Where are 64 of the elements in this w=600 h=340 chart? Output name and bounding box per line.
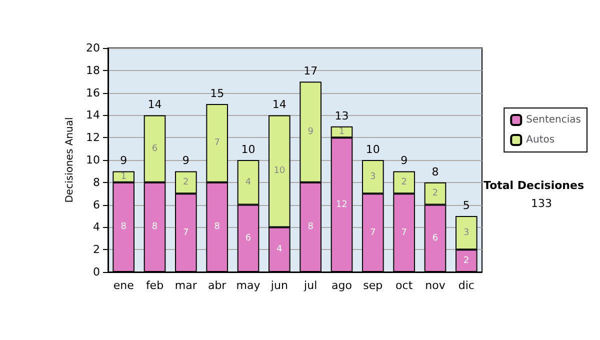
y-tick-label: 4 — [93, 220, 100, 234]
total-label: 10 — [241, 143, 256, 156]
data-label: 1 — [338, 127, 345, 137]
x-tick-label: ago — [332, 279, 352, 292]
data-label: 10 — [274, 166, 286, 176]
total-label: 10 — [366, 143, 380, 156]
data-label: 4 — [276, 244, 283, 255]
data-label: 8 — [308, 222, 314, 232]
data-label: 2 — [432, 188, 438, 199]
total-label: 17 — [304, 64, 318, 78]
data-label: 2 — [401, 177, 407, 188]
total-label: 13 — [334, 109, 349, 122]
y-axis-title: Decisiones Anual — [64, 117, 76, 203]
legend-label: Sentencias — [526, 114, 582, 126]
data-label: 7 — [401, 228, 407, 238]
y-tick-label: 6 — [93, 198, 100, 212]
data-label: 9 — [308, 127, 314, 137]
data-label: 7 — [370, 228, 376, 238]
data-label: 6 — [245, 233, 252, 244]
total-label: 9 — [182, 154, 190, 168]
x-tick-label: feb — [146, 279, 164, 292]
total-label: 14 — [148, 98, 162, 112]
x-tick-label: may — [236, 279, 261, 292]
total-label: 8 — [432, 165, 439, 178]
data-label: 7 — [214, 138, 220, 148]
data-label: 4 — [245, 177, 252, 188]
data-label: 3 — [464, 228, 470, 238]
text: 133 — [531, 197, 552, 210]
data-label: 8 — [120, 222, 127, 232]
data-label: 7 — [183, 228, 189, 238]
x-tick-label: jul — [303, 279, 318, 292]
total-label: 14 — [272, 98, 286, 112]
y-tick-label: 0 — [93, 266, 100, 278]
data-label: 6 — [152, 144, 158, 154]
y-tick-label: 12 — [86, 131, 100, 144]
x-tick-label: mar — [174, 279, 198, 292]
total-label: 9 — [400, 154, 408, 168]
y-tick-label: 18 — [86, 64, 100, 77]
text: Total Decisiones — [484, 179, 584, 192]
data-label: 8 — [152, 222, 158, 232]
y-tick-label: 14 — [86, 108, 100, 122]
data-label: 2 — [464, 256, 470, 266]
data-label: 6 — [432, 233, 438, 244]
total-label: 5 — [462, 199, 470, 212]
data-label: 3 — [370, 172, 376, 182]
total-label: 15 — [210, 87, 224, 100]
x-tick-label: dic — [458, 279, 474, 292]
data-label: 1 — [120, 172, 126, 182]
y-tick-label: 20 — [86, 42, 100, 54]
y-tick-label: 10 — [86, 154, 100, 166]
x-tick-label: jun — [270, 279, 288, 292]
legend-label: Autos — [526, 134, 555, 146]
x-tick-label: oct — [396, 279, 414, 292]
x-tick-label: nov — [425, 279, 446, 292]
x-tick-label: ene — [113, 279, 134, 292]
x-tick-label: sep — [363, 279, 383, 292]
x-tick-label: abr — [208, 279, 227, 292]
total-label: 9 — [120, 154, 128, 168]
y-tick-label: 8 — [93, 176, 100, 189]
data-label: 2 — [183, 177, 189, 188]
data-label: 8 — [214, 222, 220, 232]
y-tick-label: 2 — [93, 243, 100, 256]
y-tick-label: 16 — [86, 86, 100, 100]
data-label: 12 — [336, 200, 348, 210]
